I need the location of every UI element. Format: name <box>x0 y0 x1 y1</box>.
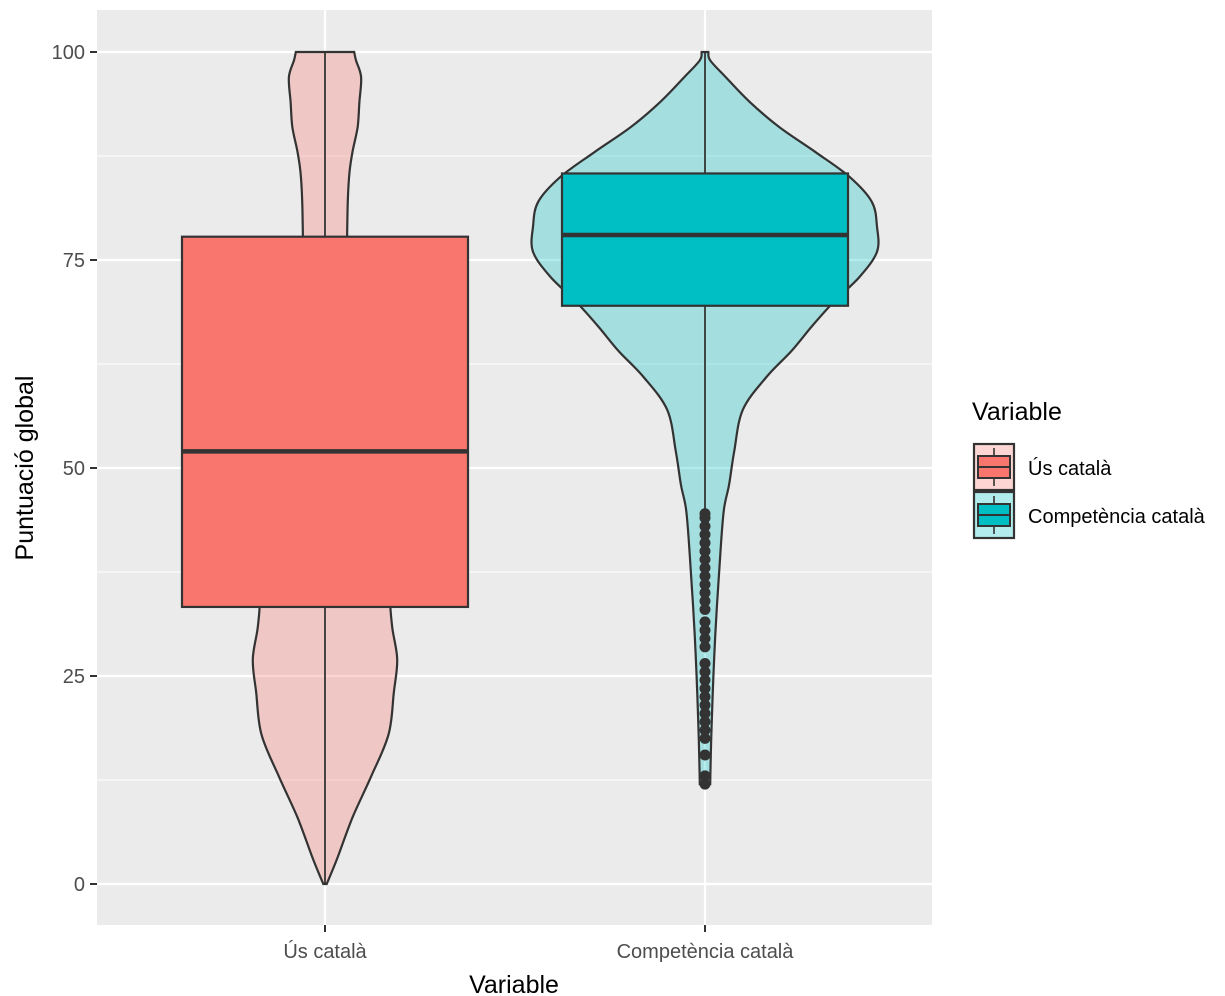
legend: Variable Ús català Competència català <box>972 398 1206 540</box>
outlier-point <box>699 616 711 628</box>
x-tick-label: Competència català <box>617 941 795 963</box>
legend-item-0: Ús català <box>972 442 1112 492</box>
outlier-point <box>699 691 711 703</box>
y-axis-title: Puntuació global <box>11 376 39 561</box>
y-tick-label: 25 <box>63 666 85 688</box>
outlier-point <box>699 778 711 790</box>
outlier-point <box>699 562 711 574</box>
outlier-point <box>699 724 711 736</box>
x-tick-label: Ús català <box>283 940 367 963</box>
outlier-point <box>699 716 711 728</box>
boxplots <box>180 52 850 884</box>
outlier-point <box>699 545 711 557</box>
x-axis-title: Variable <box>469 971 559 996</box>
outlier-point <box>699 624 711 636</box>
outlier-point <box>699 666 711 678</box>
y-tick-label: 0 <box>74 874 85 896</box>
outlier-point <box>699 732 711 744</box>
outlier-point <box>699 520 711 532</box>
legend-label: Competència català <box>1028 506 1206 528</box>
outlier-point <box>699 603 711 615</box>
outlier-point <box>699 587 711 599</box>
outlier-point <box>699 633 711 645</box>
outlier-point <box>699 529 711 541</box>
y-tick-label: 50 <box>63 458 85 480</box>
y-tick-label: 75 <box>63 250 85 272</box>
outlier-point <box>699 508 711 520</box>
legend-item-1: Competència català <box>972 490 1206 540</box>
box-1 <box>560 172 850 307</box>
outlier-point <box>699 699 711 711</box>
outlier-points <box>699 508 711 790</box>
axes: 0 25 50 75 100 Ús català Competència català <box>52 42 795 963</box>
outlier-point <box>699 554 711 566</box>
outlier-point <box>699 578 711 590</box>
outlier-point <box>699 749 711 761</box>
y-tick-label: 100 <box>52 42 85 64</box>
outlier-point <box>699 770 711 782</box>
outlier-point <box>699 707 711 719</box>
box-0 <box>180 235 470 609</box>
outlier-point <box>699 537 711 549</box>
outlier-point <box>699 658 711 670</box>
outlier-point <box>699 641 711 653</box>
outlier-point <box>699 674 711 686</box>
outlier-point <box>699 570 711 582</box>
legend-title: Variable <box>972 398 1062 426</box>
legend-label: Ús català <box>1028 457 1112 480</box>
outlier-point <box>699 682 711 694</box>
outlier-point <box>699 595 711 607</box>
